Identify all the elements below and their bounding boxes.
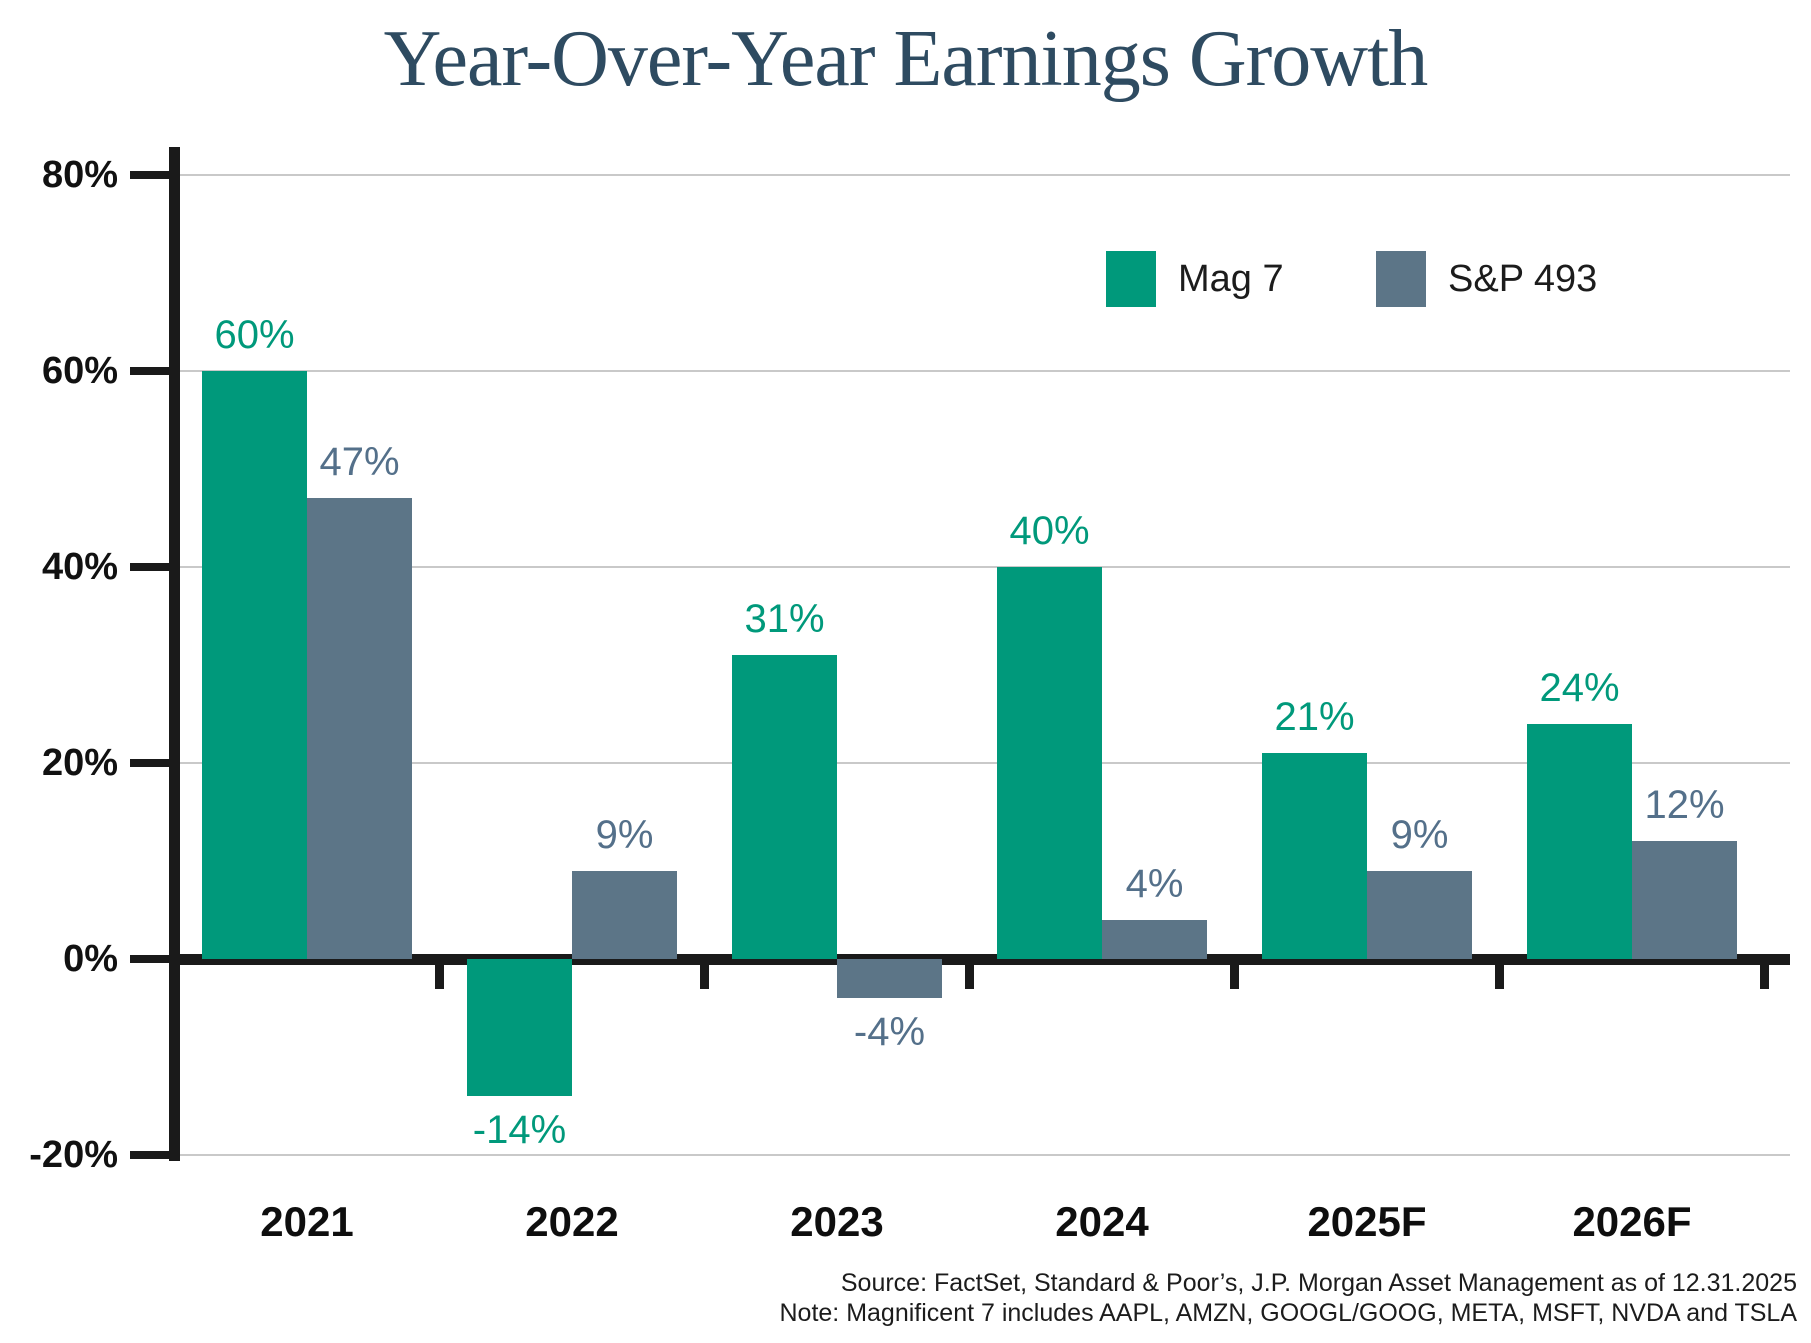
x-tick-5: [1760, 964, 1769, 989]
gridline-20%: [180, 762, 1790, 764]
bar-sp493-2023: [837, 959, 942, 999]
y-tick-0%: [130, 955, 170, 963]
value-label-sp493-2025F: 9%: [1390, 812, 1449, 857]
bar-sp493-2021: [307, 498, 412, 959]
y-tick-label-20%: 20%: [41, 742, 118, 784]
y-axis-line: [169, 147, 180, 1161]
x-axis-labels: 2021 2022 2023 2024 2025F 2026F: [180, 1198, 1790, 1248]
value-label-sp493-2023: -4%: [853, 1010, 926, 1055]
value-label-sp493-2026F: 12%: [1644, 783, 1725, 828]
gridline-60%: [180, 370, 1790, 372]
y-tick-40%: [130, 563, 170, 571]
value-label-mag7-2021: 60%: [214, 313, 295, 357]
legend-swatch-mag7: [1106, 251, 1156, 307]
category-label-2024: 2024: [1055, 1198, 1149, 1245]
category-label-2022: 2022: [525, 1198, 619, 1245]
x-tick-4: [1495, 964, 1504, 989]
y-tick-label--20%: -20%: [29, 1134, 118, 1176]
bar-mag7-2024: [997, 567, 1102, 959]
value-label-mag7-2022: -14%: [472, 1108, 567, 1153]
x-tick-2: [965, 964, 974, 989]
y-tick-80%: [130, 171, 170, 179]
legend-label-sp493: S&P 493: [1448, 257, 1598, 300]
value-label-mag7-2023: 31%: [744, 597, 825, 642]
y-tick-label-80%: 80%: [41, 154, 118, 196]
category-label-2023: 2023: [790, 1198, 884, 1245]
gridline--20%: [180, 1154, 1790, 1156]
bar-sp493-2024: [1102, 919, 1207, 959]
chart-title: Year-Over-Year Earnings Growth: [383, 15, 1429, 103]
y-tick-60%: [130, 367, 170, 375]
category-label-2026F: 2026F: [1572, 1198, 1692, 1245]
plot-area: Mag 7 S&P 493 80% 60% 40% 20% 0% -20% 60% 47% -1…: [29, 147, 1790, 1174]
gridline-40%: [180, 566, 1790, 568]
value-label-sp493-2024: 4%: [1125, 861, 1184, 906]
x-tick-1: [700, 964, 709, 989]
footer-source: Source: FactSet, Standard & Poor’s, J.P.…: [840, 1269, 1797, 1297]
legend-item-sp493: S&P 493: [1376, 251, 1597, 307]
y-tick-label-40%: 40%: [41, 546, 118, 588]
category-label-2025F: 2025F: [1307, 1198, 1427, 1245]
bar-sp493-2026F: [1632, 841, 1737, 959]
x-tick-3: [1230, 964, 1239, 989]
bar-mag7-2022: [467, 959, 572, 1097]
footer: Source: FactSet, Standard & Poor’s, J.P.…: [397, 1268, 1798, 1328]
bar-mag7-2023: [732, 655, 837, 959]
bar-sp493-2025F: [1367, 870, 1472, 959]
footer-note: Note: Magnificent 7 includes AAPL, AMZN,…: [779, 1299, 1798, 1327]
x-tick-0: [435, 964, 444, 989]
y-tick--20%: [130, 1151, 170, 1159]
value-label-sp493-2022: 9%: [595, 812, 654, 857]
legend-label-mag7: Mag 7: [1178, 257, 1284, 300]
legend-item-mag7: Mag 7: [1106, 251, 1284, 307]
bar-mag7-2026F: [1527, 723, 1632, 959]
value-label-sp493-2021: 47%: [319, 440, 400, 485]
x-axis-line: [169, 954, 1790, 965]
gridline-80%: [180, 174, 1790, 176]
value-label-mag7-2026F: 24%: [1539, 665, 1620, 710]
y-tick-label-0%: 0%: [63, 938, 118, 980]
bar-mag7-2025F: [1262, 753, 1367, 959]
value-label-mag7-2024: 40%: [1009, 509, 1090, 553]
bar-sp493-2022: [572, 870, 677, 959]
y-tick-label-60%: 60%: [41, 350, 118, 392]
bar-mag7-2021: [202, 371, 307, 959]
legend-swatch-sp493: [1376, 251, 1426, 307]
category-label-2021: 2021: [260, 1198, 354, 1245]
y-tick-20%: [130, 759, 170, 767]
value-label-mag7-2025F: 21%: [1274, 695, 1355, 740]
